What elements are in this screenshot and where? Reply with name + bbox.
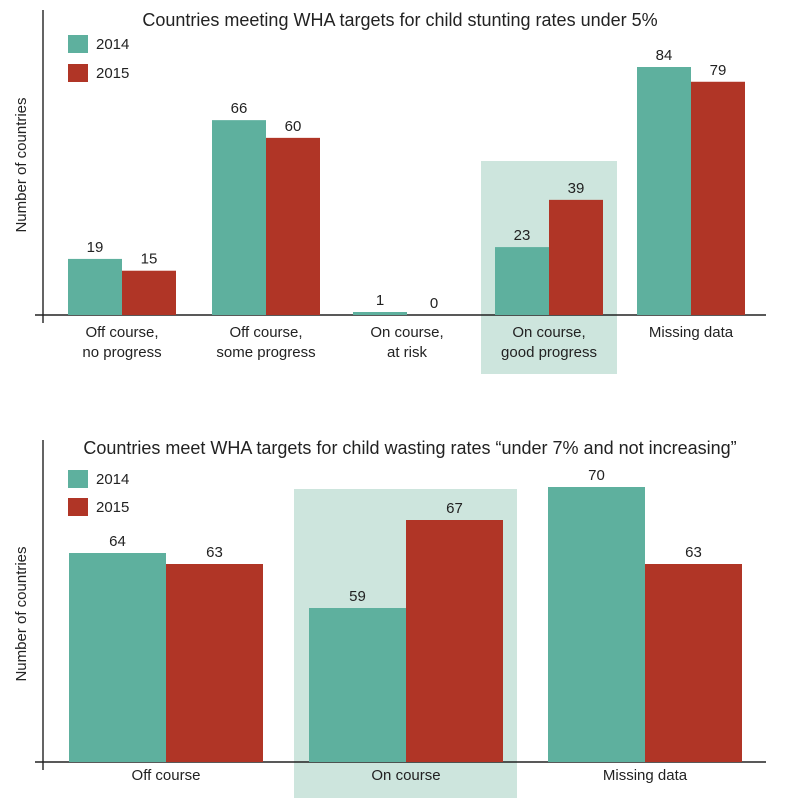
wasting-legend-label-2015: 2015 <box>96 499 129 516</box>
stunting-data-label-2014-4: 84 <box>656 47 673 64</box>
stunting-bar-2015-3 <box>549 199 603 315</box>
stunting-bar-2014-2 <box>353 312 407 315</box>
stunting-data-label-2015-0: 15 <box>141 251 158 268</box>
stunting-data-label-2014-1: 66 <box>231 100 248 117</box>
stunting-data-label-2014-2: 1 <box>376 292 384 309</box>
stunting-bar-2015-0 <box>122 270 176 315</box>
stunting-category-label-0: Off course, no progress <box>82 324 161 361</box>
wasting-category-label-2: Missing data <box>603 767 688 784</box>
wasting-y-axis-label: Number of countries <box>13 546 30 681</box>
wasting-legend-swatch-2014 <box>68 470 88 488</box>
stunting-category-label-1: Off course, some progress <box>216 324 315 361</box>
wasting-data-label-2015-2: 63 <box>685 544 702 561</box>
stunting-data-label-2014-0: 19 <box>87 239 104 256</box>
stunting-bar-2014-1 <box>212 120 266 316</box>
wasting-chart-panel: Countries meet WHA targets for child was… <box>13 438 766 798</box>
wasting-chart-title: Countries meet WHA targets for child was… <box>83 438 736 458</box>
wasting-bar-2014-1 <box>309 608 406 762</box>
wasting-data-label-2014-1: 59 <box>349 588 366 605</box>
wasting-legend-swatch-2015 <box>68 498 88 516</box>
wasting-bar-2015-2 <box>645 564 742 762</box>
stunting-bar-2014-3 <box>495 247 549 315</box>
stunting-legend-swatch-2014 <box>68 35 88 53</box>
stunting-category-label-2: On course, at risk <box>370 324 443 361</box>
stunting-category-label-3: On course, good progress <box>501 324 597 361</box>
stunting-bar-2014-4 <box>637 67 691 315</box>
stunting-chart-panel: Countries meeting WHA targets for child … <box>13 10 766 374</box>
stunting-bar-2015-1 <box>266 137 320 315</box>
stunting-legend-label-2015: 2015 <box>96 65 129 82</box>
stunting-chart-title: Countries meeting WHA targets for child … <box>142 10 657 30</box>
stunting-legend-label-2014: 2014 <box>96 36 129 53</box>
stunting-category-label-4: Missing data <box>649 324 734 341</box>
stunting-data-label-2015-2: 0 <box>430 295 438 312</box>
wasting-data-label-2014-2: 70 <box>588 467 605 484</box>
stunting-y-axis-label: Number of countries <box>13 97 30 232</box>
stunting-data-label-2014-3: 23 <box>514 227 531 244</box>
wasting-data-label-2014-0: 64 <box>109 533 126 550</box>
stunting-legend-swatch-2015 <box>68 64 88 82</box>
wasting-data-label-2015-1: 67 <box>446 500 463 517</box>
wasting-category-label-1: On course <box>371 767 440 784</box>
wasting-legend-label-2014: 2014 <box>96 471 129 488</box>
stunting-data-label-2015-3: 39 <box>568 180 585 197</box>
wasting-bar-2014-2 <box>548 487 645 762</box>
wasting-data-label-2015-0: 63 <box>206 544 223 561</box>
wasting-bar-2015-1 <box>406 520 503 762</box>
stunting-bar-2014-0 <box>68 258 122 315</box>
stunting-data-label-2015-4: 79 <box>710 62 727 79</box>
wasting-category-label-0: Off course <box>132 767 201 784</box>
stunting-bar-2015-4 <box>691 81 745 315</box>
wasting-bar-2015-0 <box>166 564 263 762</box>
wasting-bar-2014-0 <box>69 553 166 762</box>
stunting-data-label-2015-1: 60 <box>285 118 302 135</box>
